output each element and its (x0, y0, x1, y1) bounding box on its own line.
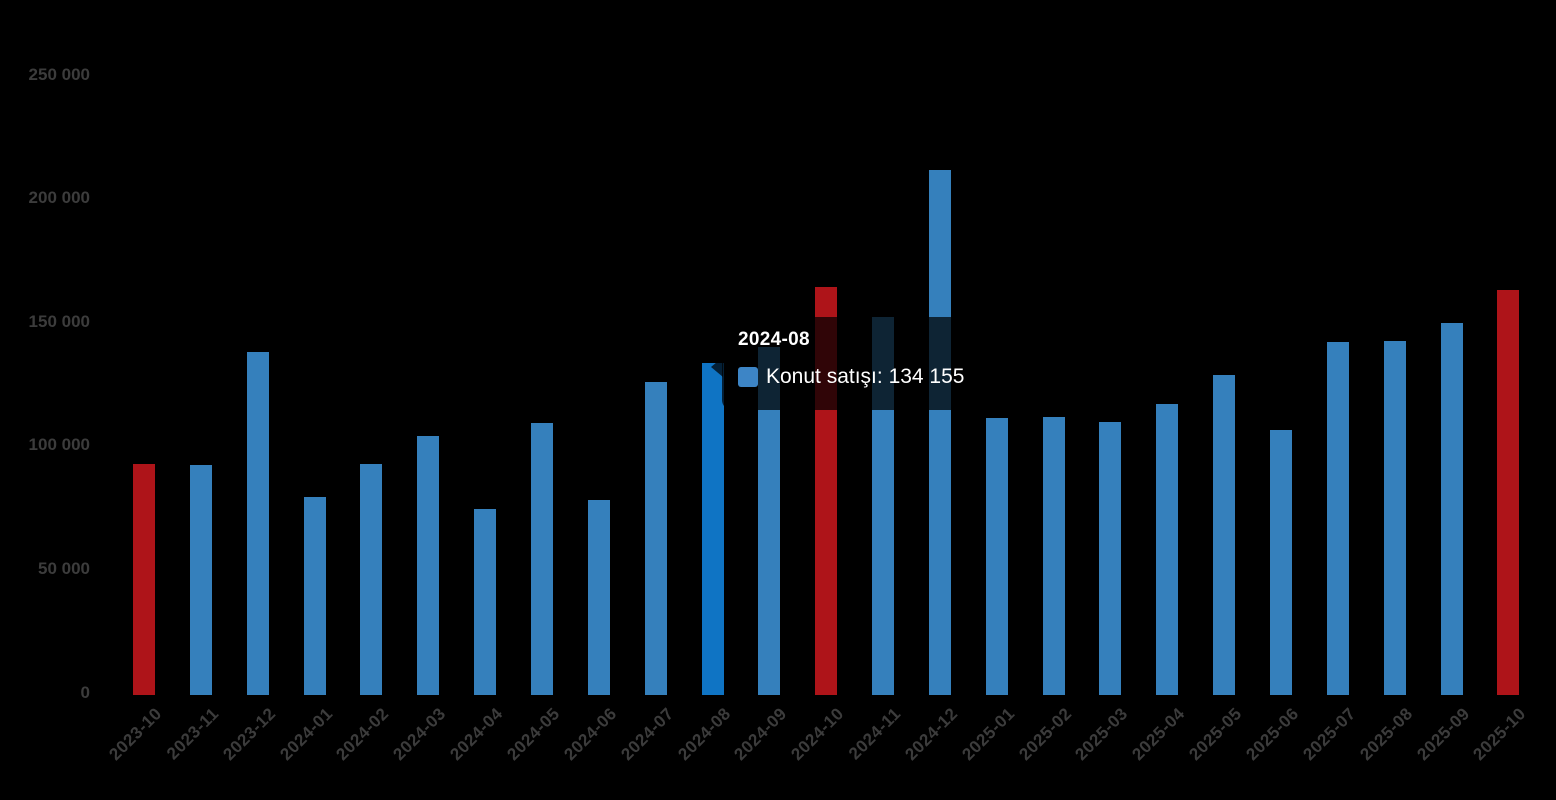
bar-2024-12[interactable] (929, 170, 951, 695)
bar-2024-07[interactable] (645, 382, 667, 695)
bar-2025-09[interactable] (1441, 323, 1463, 695)
bar-2024-06[interactable] (588, 500, 610, 695)
bar-2025-02[interactable] (1043, 417, 1065, 695)
y-axis-label-100000: 100 000 (28, 435, 90, 455)
bar-2023-10[interactable] (133, 464, 155, 695)
series-swatch-icon (738, 367, 758, 387)
y-axis-label-150000: 150 000 (28, 311, 90, 331)
tooltip: 2024-08 Konut satışı: 134 155 (711, 317, 1008, 410)
bar-2025-03[interactable] (1099, 422, 1121, 695)
bar-2024-04[interactable] (474, 509, 496, 695)
bar-2024-03[interactable] (417, 436, 439, 695)
bar-2025-10[interactable] (1497, 290, 1519, 695)
bar-2023-12[interactable] (247, 352, 269, 695)
tooltip-arrow-icon (711, 357, 723, 377)
bar-2024-11[interactable] (872, 317, 894, 695)
bar-2024-05[interactable] (531, 423, 553, 695)
bar-2025-07[interactable] (1327, 342, 1349, 695)
bar-2024-08[interactable] (702, 363, 724, 695)
bar-2024-02[interactable] (360, 464, 382, 695)
bar-2025-08[interactable] (1384, 341, 1406, 695)
bar-2023-11[interactable] (190, 465, 212, 695)
bar-2024-01[interactable] (304, 497, 326, 695)
y-axis-label-250000: 250 000 (28, 64, 90, 84)
bar-2024-09[interactable] (758, 347, 780, 695)
tooltip-title: 2024-08 (738, 329, 810, 350)
bar-2025-05[interactable] (1213, 375, 1235, 695)
bar-2025-04[interactable] (1156, 404, 1178, 695)
bar-2025-06[interactable] (1270, 430, 1292, 695)
tooltip-row: Konut satışı: 134 155 (738, 365, 994, 389)
y-axis-label-200000: 200 000 (28, 188, 90, 208)
tooltip-value-text: Konut satışı: 134 155 (766, 365, 965, 388)
y-axis-label-0: 0 (80, 682, 90, 702)
y-axis-label-50000: 50 000 (38, 558, 90, 578)
bar-2025-01[interactable] (986, 418, 1008, 695)
